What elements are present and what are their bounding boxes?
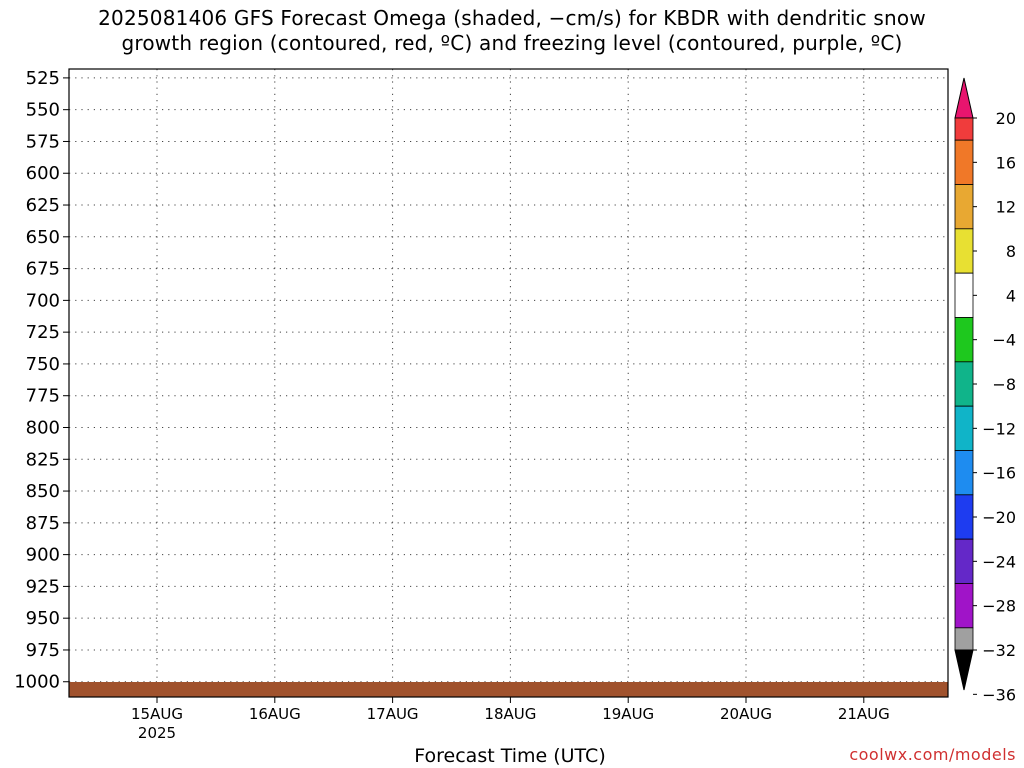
colorbar-bottom-arrow: [954, 649, 974, 691]
chart-grid: [69, 69, 948, 697]
colorbar: 20 16 12 8 4 −4 −8 −12 −16 −20 −24 −28 −32 −36: [954, 77, 1016, 704]
x-axis-label: Forecast Time (UTC): [414, 745, 606, 767]
colorbar-tick-label: −24: [982, 552, 1016, 571]
x-tick-label: 15AUG: [131, 705, 183, 723]
colorbar-tick-label: −8: [992, 375, 1016, 394]
source-credit: coolwx.com/models: [849, 745, 1016, 764]
colorbar-tick-label: −16: [982, 464, 1016, 483]
y-tick-label: 750: [26, 354, 60, 375]
y-tick-label: 575: [26, 131, 60, 152]
colorbar-tick-label: −36: [982, 685, 1016, 704]
y-tick-label: 725: [26, 322, 60, 343]
terrain-surface-band: [69, 682, 948, 697]
colorbar-tick-label: 8: [1006, 242, 1016, 261]
plot-area: [69, 69, 948, 697]
y-tick-label: 675: [26, 259, 60, 280]
y-tick-label: 850: [26, 481, 60, 502]
y-tick-label: 950: [26, 608, 60, 629]
x-tick-sublabel: 2025: [138, 724, 176, 742]
chart-title-line-1: 2025081406 GFS Forecast Omega (shaded, −…: [98, 6, 926, 30]
colorbar-swatch: [954, 228, 974, 274]
colorbar-tick-label: −20: [982, 508, 1016, 527]
x-tick-label: 16AUG: [249, 705, 301, 723]
y-tick-label: 900: [26, 545, 60, 566]
y-tick-label: 825: [26, 449, 60, 470]
y-tick-label: 525: [26, 68, 60, 89]
y-tick-label: 875: [26, 513, 60, 534]
chart-title: 2025081406 GFS Forecast Omega (shaded, −…: [0, 6, 1024, 56]
colorbar-swatch: [954, 627, 974, 651]
colorbar-tick-label: −32: [982, 641, 1016, 660]
colorbar-swatch: [954, 272, 974, 318]
x-tick-label: 21AUG: [838, 705, 890, 723]
colorbar-swatch: [954, 583, 974, 629]
colorbar-tick-label: 12: [996, 198, 1016, 217]
colorbar-tick-label: 16: [996, 153, 1016, 172]
y-tick-label: 975: [26, 640, 60, 661]
colorbar-tick-label: 20: [996, 109, 1016, 128]
x-tick-label: 19AUG: [602, 705, 654, 723]
colorbar-swatch: [954, 538, 974, 584]
y-tick-label: 1000: [14, 672, 60, 693]
x-tick-label: 18AUG: [484, 705, 536, 723]
y-tick-label: 600: [26, 163, 60, 184]
colorbar-swatch: [954, 494, 974, 540]
colorbar-swatch: [954, 450, 974, 496]
x-tick-label: 17AUG: [367, 705, 419, 723]
colorbar-swatch: [954, 139, 974, 185]
y-tick-label: 925: [26, 576, 60, 597]
colorbar-swatch: [954, 184, 974, 230]
terrain-band: [69, 682, 948, 697]
y-axis: 525 550 575 600 625 650 675 700 725 750 775 800 825 8…: [14, 68, 69, 693]
y-tick-label: 800: [26, 417, 60, 438]
y-tick-label: 650: [26, 227, 60, 248]
chart-title-line-2: growth region (contoured, red, ºC) and f…: [121, 31, 903, 55]
y-tick-label: 625: [26, 195, 60, 216]
y-tick-label: 700: [26, 290, 60, 311]
x-tick-label: 20AUG: [720, 705, 772, 723]
y-tick-label: 550: [26, 100, 60, 121]
plot-border: [68, 68, 949, 698]
colorbar-tick-label: −4: [992, 331, 1016, 350]
colorbar-swatch: [954, 405, 974, 451]
colorbar-tick-label: −28: [982, 597, 1016, 616]
y-tick-label: 775: [26, 386, 60, 407]
colorbar-tick-label: 4: [1006, 286, 1016, 305]
colorbar-tick-label: −12: [982, 419, 1016, 438]
colorbar-swatch: [954, 117, 974, 141]
plot-frame: [68, 68, 949, 698]
plot-background: [69, 69, 948, 697]
colorbar-swatch: [954, 361, 974, 407]
colorbar-swatch: [954, 317, 974, 363]
colorbar-top-arrow: [954, 77, 974, 119]
